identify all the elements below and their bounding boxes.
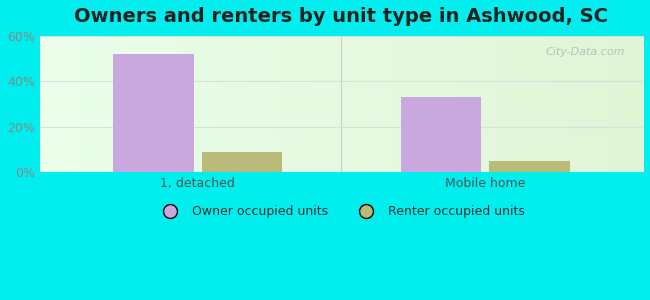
Bar xyxy=(489,161,569,172)
Legend: Owner occupied units, Renter occupied units: Owner occupied units, Renter occupied un… xyxy=(152,200,530,223)
Bar xyxy=(202,152,282,172)
Bar xyxy=(400,97,481,172)
Text: City-Data.com: City-Data.com xyxy=(545,47,625,57)
Bar xyxy=(113,54,194,172)
Title: Owners and renters by unit type in Ashwood, SC: Owners and renters by unit type in Ashwo… xyxy=(74,7,608,26)
